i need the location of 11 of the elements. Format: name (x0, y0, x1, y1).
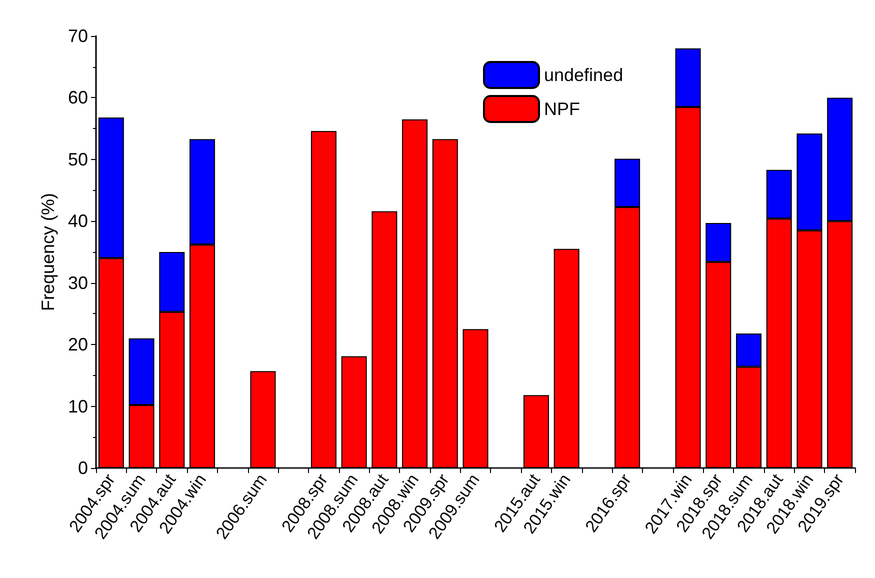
y-axis-title: Frequency (%) (38, 192, 58, 312)
y-tick-label: 30 (68, 272, 88, 293)
y-tick-label: 20 (68, 334, 88, 355)
y-tick-label: 60 (68, 88, 88, 108)
legend-label: NPF (544, 99, 580, 119)
y-tick-label: 10 (68, 396, 88, 416)
y-tick-label: 0 (78, 458, 88, 478)
y-tick-label: 50 (68, 149, 88, 170)
legend-label: undefined (544, 65, 624, 85)
y-tick-label: 70 (68, 26, 88, 46)
y-tick-label: 40 (68, 211, 88, 232)
